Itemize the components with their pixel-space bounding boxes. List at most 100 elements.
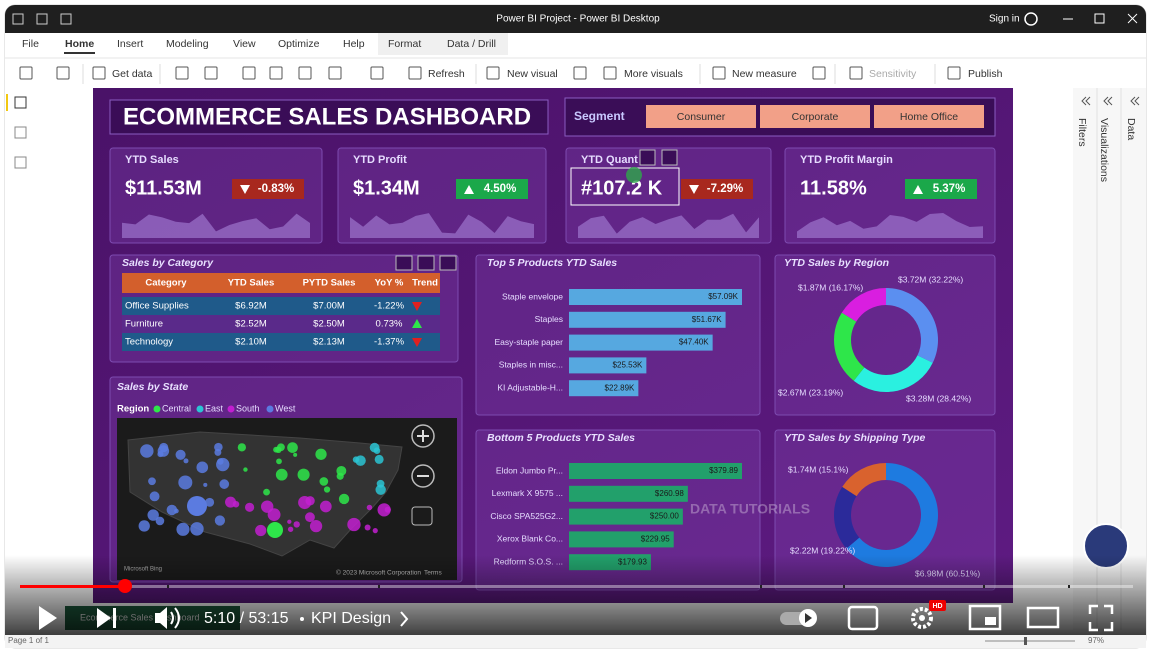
tool-icon [408,66,422,80]
toolbar-button[interactable]: More visuals [624,68,683,80]
chapter-title[interactable]: KPI Design [311,610,391,627]
map-bubble [217,458,224,465]
watermark: DATA TUTORIALS [690,501,810,517]
menu-tab[interactable]: Modeling [166,38,209,50]
donut-slice [853,355,933,392]
cursor-highlight [626,167,642,183]
map-bubble [155,516,165,526]
select-tool [411,506,433,526]
menu-tab[interactable]: Insert [117,38,143,50]
settings-button[interactable] [911,607,933,629]
map-bubble [183,458,189,464]
title-box [109,99,549,135]
map-bubble [175,449,186,460]
segment-option[interactable]: Home Office [900,111,958,123]
map-bubble [203,482,208,487]
map-bubble [214,448,222,456]
toolbar-button[interactable]: Get data [112,68,152,80]
zoom-level: 97% [1088,636,1104,645]
bar-category: Xerox Blank Co... [497,534,563,544]
bar-value-label: $260.98 [655,489,684,498]
autoplay-icon [805,613,812,623]
title-icon [36,13,48,25]
menu-tab[interactable]: Data / Drill [447,38,496,50]
trend-icon [412,338,422,347]
toolbar-button[interactable]: New measure [732,68,797,80]
volume-button[interactable] [155,607,167,629]
menu-tab[interactable]: Help [343,38,365,50]
scrubber[interactable] [118,579,132,593]
tool-icon [947,66,961,80]
segment-label: Segment [574,109,625,123]
table-cell: Furniture [125,319,163,330]
map-bubble [166,504,178,516]
miniplayer-button[interactable] [968,604,1002,631]
menu-tab[interactable]: Format [388,38,421,50]
segment-button[interactable] [646,105,756,128]
map-bubble [174,508,179,514]
zoom-button[interactable] [411,424,435,448]
map-bubble [214,515,226,526]
page-indicator: Page 1 of 1 [8,636,49,645]
toolbar-button[interactable]: Sensitivity [869,68,917,80]
bar [569,357,647,374]
table-cell: 0.73% [376,319,403,330]
trend-arrow [240,185,250,194]
map-bubble [372,528,378,534]
tool-icon [712,66,726,80]
toolbar-button[interactable]: New visual [507,68,558,80]
play-button[interactable] [39,606,57,630]
toolbar-button[interactable]: Publish [968,68,1003,80]
zoom-thumb [1024,637,1027,645]
tool-icon [603,66,617,80]
column-header: YoY % [375,278,404,289]
pane-chevron-icon[interactable]: Data [1125,118,1137,140]
kpi-label: YTD Profit Margin [800,154,893,166]
menu-tab[interactable]: Optimize [278,38,320,50]
menu-tab[interactable]: Home [65,38,94,50]
toolbar-button[interactable]: Refresh [428,68,465,80]
sparkline [122,213,310,238]
menu-tab[interactable]: View [233,38,256,50]
title-bar-base [5,20,1146,33]
visual-header-icon [417,255,435,271]
table-cell: -1.22% [374,301,405,312]
bar [569,334,713,351]
map-bubble [287,442,298,453]
map-bubble [369,442,380,453]
bar-category: Lexmark X 9575 ... [492,488,563,498]
tool-icon [298,66,312,80]
bar-category: Cisco SPA525G2... [490,511,563,521]
zoom-button[interactable] [411,464,435,488]
pane-chevron-icon[interactable]: Visualizations [1098,118,1110,182]
map-bubble [366,504,373,511]
trend-icon [412,319,422,328]
video-time: 5:10 / 53:15 [204,610,289,627]
map-bubble [319,500,332,513]
cc-button[interactable] [847,605,879,631]
fullscreen-button[interactable] [1088,604,1114,632]
tile [337,147,547,244]
map-bubble [237,443,247,452]
pane-chevron-icon[interactable]: Filters [1076,118,1088,147]
map-bubble [178,475,193,490]
table-row [122,297,440,315]
map-bubble [287,519,292,524]
map-bubble [138,520,150,532]
segment-option[interactable]: Corporate [792,111,839,123]
segment-button[interactable] [874,105,984,128]
next-button[interactable] [97,608,111,628]
tile [774,254,996,416]
tile-title: Sales by Category [122,257,214,269]
segment-button[interactable] [760,105,870,128]
theater-button[interactable] [1026,606,1060,629]
kpi-label: YTD Sales [125,154,179,166]
sign-in[interactable]: Sign in [989,14,1020,25]
legend-title: Region [117,404,149,415]
segment-option[interactable]: Consumer [677,111,726,123]
active-tab-underline [64,52,95,54]
chapter-gap [843,585,845,588]
bar-category: Staple envelope [502,291,563,301]
menu-tab[interactable]: File [22,38,39,50]
tool-icon [56,66,70,80]
